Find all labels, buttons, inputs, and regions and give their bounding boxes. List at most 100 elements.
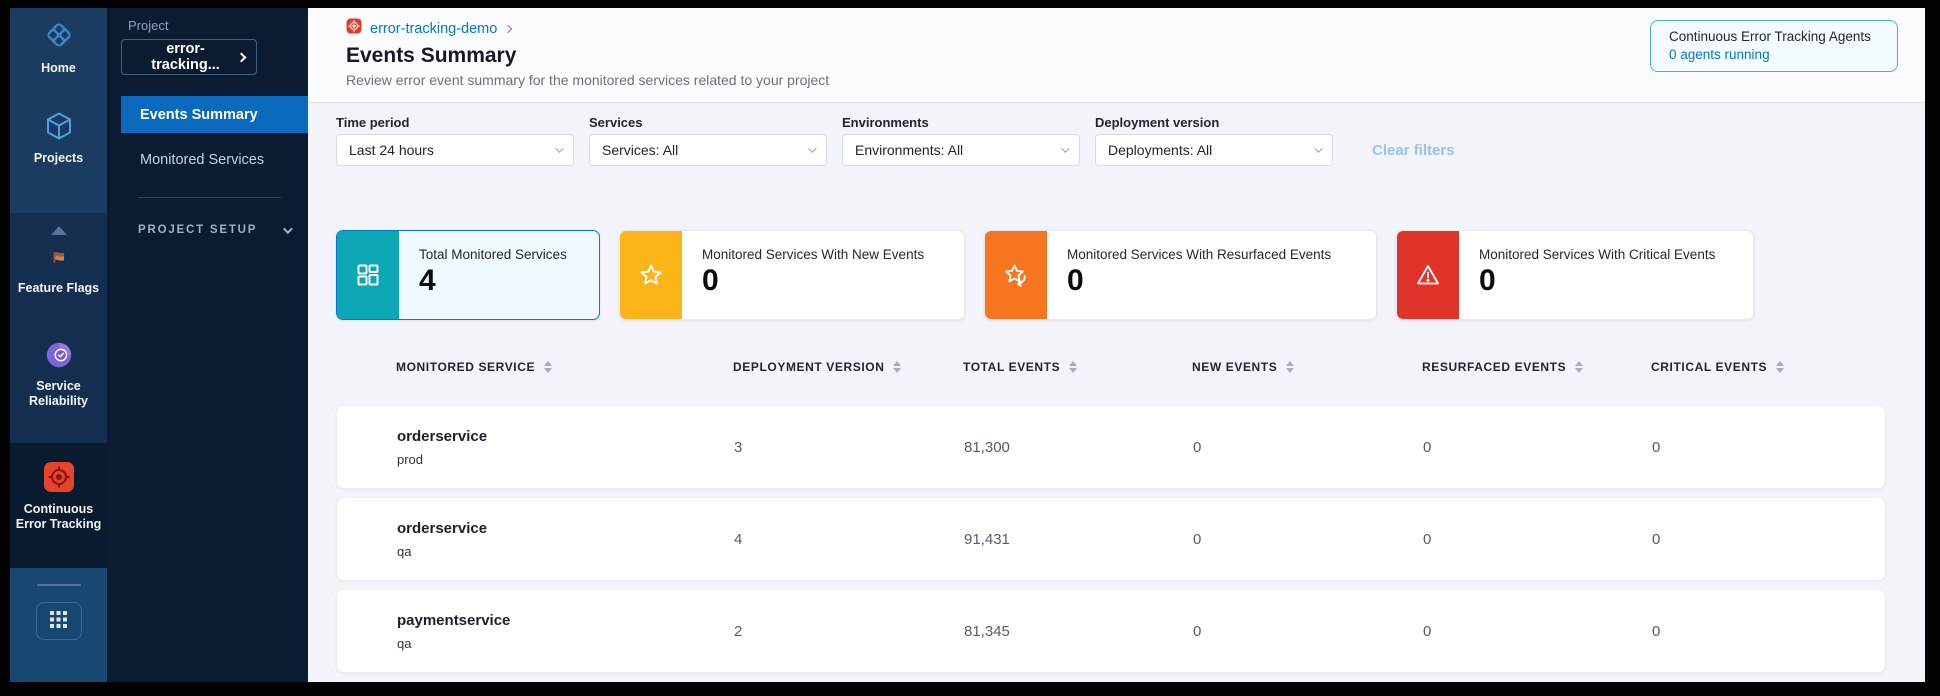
deployment-version-value: 2 — [734, 622, 743, 640]
module-grid-button[interactable] — [35, 602, 82, 640]
column-header-new-events[interactable]: NEW EVENTS — [1192, 360, 1422, 405]
breadcrumb: error-tracking-demo — [346, 8, 1925, 39]
sidebar-item-continuous-error-tracking[interactable]: Continuous Error Tracking — [14, 461, 104, 532]
card-value: 0 — [702, 264, 719, 297]
sidebar-item-label: Service Reliability — [28, 379, 89, 408]
project-setup-toggle[interactable]: PROJECT SETUP — [121, 223, 308, 236]
filter-time-period: Time period Last 24 hours — [336, 115, 574, 166]
agents-status-box: Continuous Error Tracking Agents 0 agent… — [1650, 20, 1898, 72]
card-title: Monitored Services With Resurfaced Event… — [1067, 247, 1332, 262]
nav-item-monitored-services[interactable]: Monitored Services — [121, 141, 308, 178]
flag-icon — [48, 250, 70, 277]
sidebar-item-label: Projects — [33, 151, 84, 165]
sort-icon — [893, 360, 902, 373]
service-cell: paymentservice qa — [337, 612, 734, 651]
module-grid-icon — [50, 611, 67, 631]
filter-label: Deployment version — [1095, 115, 1220, 130]
time-period-select[interactable]: Last 24 hours — [336, 134, 574, 166]
card-services-with-resurfaced-events[interactable]: Monitored Services With Resurfaced Event… — [984, 230, 1377, 320]
agents-box-title: Continuous Error Tracking Agents — [1669, 29, 1871, 44]
card-value: 0 — [1479, 264, 1496, 297]
column-header-total-events[interactable]: TOTAL EVENTS — [963, 360, 1192, 405]
resurfaced-events-value: 0 — [1423, 438, 1432, 456]
service-environment: qa — [397, 543, 412, 559]
sidebar-item-service-reliability[interactable]: Service Reliability — [14, 340, 104, 409]
column-label: RESURFACED EVENTS — [1422, 360, 1567, 374]
table-row[interactable]: paymentservice qa 2 81,345 0 0 0 — [336, 589, 1886, 673]
sidebar-item-home[interactable]: Home — [14, 18, 104, 76]
environments-select[interactable]: Environments: All — [842, 134, 1080, 166]
project-setup-label: PROJECT SETUP — [138, 224, 258, 236]
column-label: NEW EVENTS — [1192, 360, 1278, 374]
sidebar-item-label: Continuous Error Tracking — [15, 502, 102, 531]
warning-triangle-icon — [1397, 231, 1459, 319]
sidebar-item-projects[interactable]: Projects — [14, 110, 104, 166]
critical-events-value: 0 — [1652, 622, 1661, 640]
breadcrumb-link[interactable]: error-tracking-demo — [370, 20, 498, 37]
resurfaced-events-value: 0 — [1423, 622, 1432, 640]
star-icon — [620, 231, 682, 319]
clear-filters-button[interactable]: Clear filters — [1372, 142, 1455, 159]
agents-running-link[interactable]: 0 agents running — [1669, 47, 1770, 62]
chevron-right-icon — [236, 52, 247, 62]
filter-environments: Environments Environments: All — [842, 115, 1080, 166]
deployments-select[interactable]: Deployments: All — [1095, 134, 1333, 166]
summary-cards: Total Monitored Services 4 Monitored Ser… — [336, 230, 1925, 320]
card-services-with-new-events[interactable]: Monitored Services With New Events 0 — [619, 230, 965, 320]
chevron-down-icon — [283, 223, 294, 234]
critical-events-value: 0 — [1652, 530, 1661, 548]
page-title: Events Summary — [346, 44, 517, 67]
collapse-up-arrow-icon[interactable] — [50, 226, 67, 235]
column-header-monitored-service[interactable]: MONITORED SERVICE — [336, 360, 733, 405]
filter-services: Services Services: All — [589, 115, 827, 166]
sort-icon — [1776, 360, 1785, 373]
select-value: Last 24 hours — [349, 142, 434, 158]
sidebar-item-feature-flags[interactable]: Feature Flags — [14, 250, 104, 296]
total-events-value: 81,300 — [964, 438, 1010, 456]
chevron-down-icon — [808, 144, 817, 153]
chevron-down-icon — [555, 144, 564, 153]
events-summary-table: MONITORED SERVICE DEPLOYMENT VERSION TOT… — [336, 348, 1886, 673]
column-header-critical-events[interactable]: CRITICAL EVENTS — [1651, 360, 1886, 405]
filter-label: Environments — [842, 115, 929, 130]
column-label: TOTAL EVENTS — [963, 360, 1061, 374]
column-header-deployment-version[interactable]: DEPLOYMENT VERSION — [733, 360, 963, 405]
filter-label: Time period — [336, 115, 410, 130]
table-header-row: MONITORED SERVICE DEPLOYMENT VERSION TOT… — [336, 348, 1886, 405]
nav-item-label: Events Summary — [140, 106, 258, 123]
services-select[interactable]: Services: All — [589, 134, 827, 166]
table-row[interactable]: orderservice prod 3 81,300 0 0 0 — [336, 405, 1886, 489]
filter-label: Services — [589, 115, 643, 130]
nav-item-events-summary[interactable]: Events Summary — [121, 96, 308, 133]
column-header-resurfaced-events[interactable]: RESURFACED EVENTS — [1422, 360, 1651, 405]
cube-icon — [43, 110, 75, 147]
sort-icon — [544, 360, 553, 373]
column-label: CRITICAL EVENTS — [1651, 360, 1768, 374]
sidebar-item-label: Feature Flags — [17, 281, 100, 295]
new-events-value: 0 — [1193, 622, 1202, 640]
select-value: Deployments: All — [1108, 142, 1213, 158]
resurfaced-events-value: 0 — [1423, 530, 1432, 548]
reliability-circle-icon — [44, 340, 74, 375]
star-refresh-icon — [985, 231, 1047, 319]
sidebar-divider — [138, 197, 281, 198]
sort-icon — [1575, 360, 1584, 373]
deployment-version-value: 3 — [734, 438, 743, 456]
rail-section-modules: Feature Flags Service Reliability — [10, 213, 107, 443]
service-cell: orderservice qa — [337, 520, 734, 559]
sort-icon — [1286, 360, 1295, 373]
module-rail: Home Projects — [10, 8, 107, 682]
dashboard-grid-icon — [337, 231, 399, 319]
table-row[interactable]: orderservice qa 4 91,431 0 0 0 — [336, 497, 1886, 581]
card-services-with-critical-events[interactable]: Monitored Services With Critical Events … — [1396, 230, 1754, 320]
card-value: 4 — [419, 264, 436, 297]
chevron-down-icon — [1061, 144, 1070, 153]
select-value: Services: All — [602, 142, 679, 158]
service-name: paymentservice — [397, 611, 511, 629]
project-selector[interactable]: error-tracking... — [121, 39, 257, 75]
page-subtitle: Review error event summary for the monit… — [346, 72, 830, 88]
card-total-monitored-services[interactable]: Total Monitored Services 4 — [336, 230, 600, 320]
card-title: Monitored Services With Critical Events — [1479, 247, 1716, 262]
rail-section-bottom — [10, 568, 107, 682]
project-selector-value: error-tracking... — [151, 41, 220, 73]
